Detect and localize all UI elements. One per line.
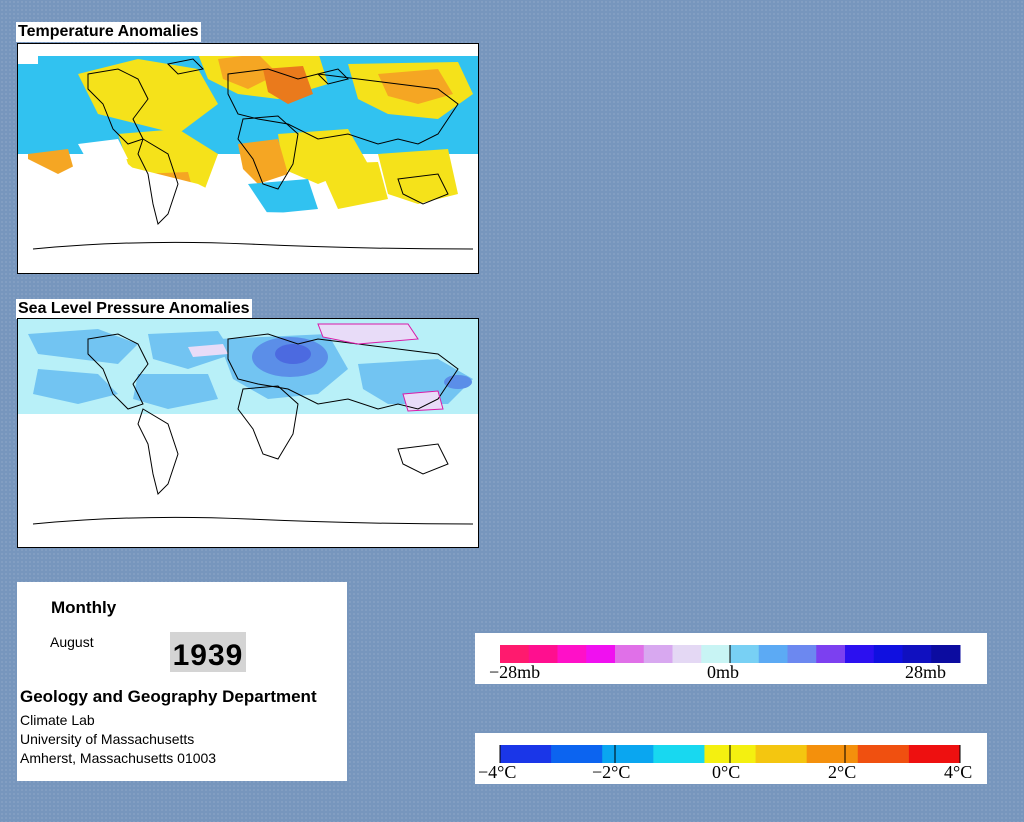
pressure-legend-swatch [902, 645, 932, 663]
pressure-anomaly-map [17, 318, 479, 548]
pressure-map-graphic [18, 319, 478, 525]
pressure-legend-zero: 0mb [707, 662, 739, 682]
pressure-legend: −28mb 0mb 28mb [475, 633, 987, 684]
pressure-legend-swatch [528, 645, 558, 663]
temperature-legend-swatch [806, 745, 859, 763]
pressure-legend-swatch [816, 645, 846, 663]
temp-legend-plus2: 2°C [828, 762, 856, 782]
temp-legend-zero: 0°C [712, 762, 740, 782]
temperature-panel-title: Temperature Anomalies [16, 22, 201, 42]
pressure-legend-swatch [500, 645, 530, 663]
address-line-3: Amherst, Massachusetts 01003 [20, 750, 217, 766]
pressure-legend-swatch [672, 645, 702, 663]
pressure-legend-swatch [557, 645, 587, 663]
pressure-legend-swatch [873, 645, 903, 663]
temp-legend-minus2: −2°C [592, 762, 630, 782]
temperature-legend-swatch [500, 745, 552, 763]
temp-legend-minus4: −4°C [478, 762, 516, 782]
pressure-legend-swatch [931, 645, 961, 663]
pressure-legend-scale: −28mb 0mb 28mb [489, 645, 961, 682]
info-panel: Monthly August 1939 Geology and Geograph… [17, 582, 347, 781]
pressure-legend-swatch [701, 645, 731, 663]
department-name: Geology and Geography Department [20, 687, 317, 706]
pressure-legend-swatch [845, 645, 875, 663]
pressure-legend-swatch [758, 645, 788, 663]
temperature-legend-swatch [857, 745, 910, 763]
period-heading: Monthly [51, 598, 117, 617]
pressure-legend-swatch [643, 645, 673, 663]
address-line-2: University of Massachusetts [20, 731, 195, 747]
temp-legend-plus4: 4°C [944, 762, 972, 782]
temperature-legend: −4°C −2°C 0°C 2°C 4°C [475, 733, 987, 784]
temperature-legend-swatch [602, 745, 654, 763]
temperature-anomaly-map [17, 43, 479, 274]
pressure-legend-min: −28mb [489, 662, 540, 682]
temperature-legend-swatch [551, 745, 603, 763]
pressure-legend-swatch [787, 645, 817, 663]
month-label: August [50, 634, 94, 650]
temperature-legend-scale: −4°C −2°C 0°C 2°C 4°C [478, 745, 972, 782]
pressure-legend-swatch [730, 645, 760, 663]
temperature-legend-swatch [755, 745, 808, 763]
pressure-panel-title: Sea Level Pressure Anomalies [16, 299, 252, 319]
pressure-legend-swatch [586, 645, 616, 663]
temperature-legend-swatch [908, 745, 961, 763]
temperature-legend-swatch [653, 745, 705, 763]
address-line-1: Climate Lab [20, 712, 95, 728]
year-label: 1939 [170, 632, 246, 672]
pressure-legend-max: 28mb [905, 662, 946, 682]
temperature-map-graphic [18, 44, 478, 273]
pressure-legend-swatch [615, 645, 645, 663]
